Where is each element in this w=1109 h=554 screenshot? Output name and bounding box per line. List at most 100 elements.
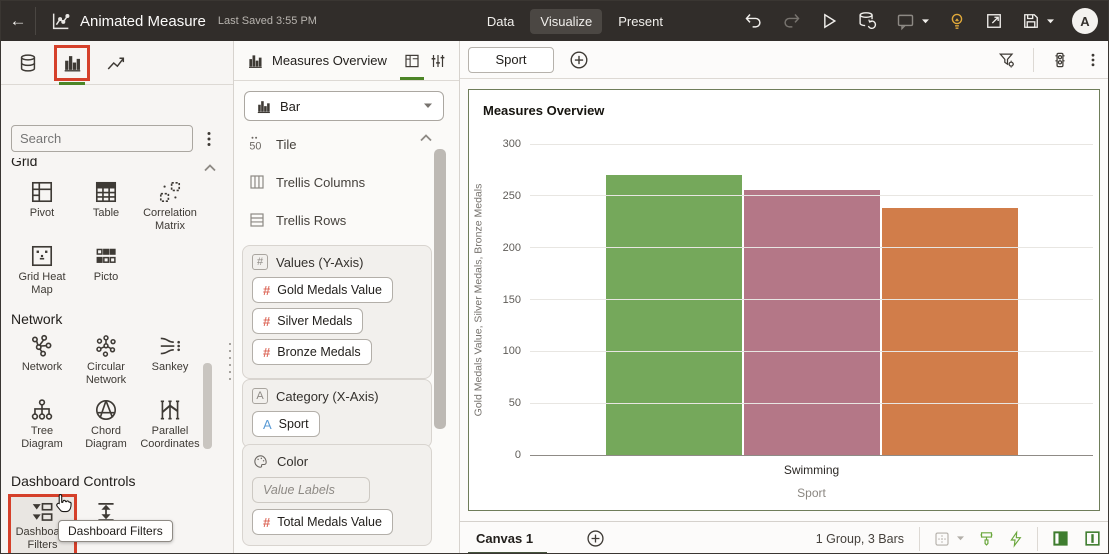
- viz-type-dashboard-filters[interactable]: Dashboard Filters: [8, 494, 77, 553]
- layout-grid-dropdown-icon[interactable]: [933, 530, 965, 548]
- divider: [1037, 526, 1038, 551]
- plot-area: [530, 143, 1093, 456]
- viz-chart-title: Measures Overview: [483, 103, 605, 118]
- bar-bronze-medals[interactable]: [881, 208, 1018, 455]
- svg-text:50: 50: [249, 140, 261, 152]
- y-tick-label: 100: [502, 345, 521, 358]
- viz-type-network[interactable]: Network: [9, 333, 75, 374]
- tab-present[interactable]: Present: [618, 13, 663, 29]
- pill-bronze-medals[interactable]: # Bronze Medals: [252, 339, 372, 365]
- panel-resize-handle[interactable]: [229, 343, 231, 380]
- divider: [919, 526, 920, 551]
- viz-type-table[interactable]: Table: [73, 179, 139, 220]
- top-bar: ← Animated Measure Last Saved 3:55 PM Da…: [1, 1, 1108, 41]
- viz-type-value: Bar: [280, 98, 301, 114]
- scroll-up-chevron-icon[interactable]: [203, 163, 217, 173]
- style-brush-icon[interactable]: [978, 530, 995, 547]
- tab-data[interactable]: Data: [486, 13, 515, 29]
- canvas-menu-icon[interactable]: [1086, 51, 1100, 69]
- bar-viz-icon: [249, 54, 262, 68]
- properties-tab[interactable]: [425, 48, 451, 74]
- pill-silver-medals[interactable]: # Silver Medals: [252, 308, 364, 334]
- color-drop-target[interactable]: Value Labels: [252, 477, 370, 503]
- y-tick-label: 250: [502, 189, 521, 202]
- measures-overview-visualization[interactable]: Measures Overview Gold Medals Value, Sil…: [468, 89, 1100, 511]
- back-icon[interactable]: ←: [9, 11, 27, 30]
- y-tick-label: 50: [508, 397, 521, 410]
- viz-type-option-trellis-columns[interactable]: Trellis Columns: [248, 173, 365, 191]
- visualizations-panel-tab[interactable]: [54, 44, 90, 85]
- dashboard-filters-tooltip: Dashboard Filters: [58, 520, 173, 542]
- number-icon: #: [263, 282, 271, 298]
- y-tick-label: 300: [502, 138, 521, 150]
- viz-type-select[interactable]: Bar: [244, 91, 444, 121]
- x-axis-title: Sport: [797, 486, 826, 500]
- preview-play-icon[interactable]: [819, 11, 839, 31]
- comments-icon[interactable]: [895, 11, 930, 32]
- viz-settings-icon[interactable]: [1050, 50, 1070, 70]
- left-panel-scrollbar[interactable]: [203, 363, 212, 449]
- viz-type-tree-diagram[interactable]: Tree Diagram: [9, 397, 75, 451]
- grammar-tab[interactable]: [399, 48, 425, 80]
- grammar-panel: Measures Overview Bar: [234, 41, 460, 553]
- viz-type-picto[interactable]: Picto: [73, 243, 139, 284]
- avatar[interactable]: A: [1072, 8, 1098, 34]
- grammar-scrollbar[interactable]: [434, 149, 446, 429]
- filter-settings-icon[interactable]: [997, 50, 1017, 70]
- x-category-label: Swimming: [783, 463, 840, 477]
- search-input[interactable]: [11, 125, 193, 152]
- values-section-title: Values (Y-Axis): [276, 254, 364, 270]
- canvas-area: Sport: [460, 41, 1108, 553]
- viz-type-correlation-matrix[interactable]: Correlation Matrix: [137, 179, 203, 233]
- open-in-new-window-icon[interactable]: [984, 11, 1004, 31]
- filter-bar: Sport: [460, 41, 1108, 79]
- list-scroll-up-chevron-icon[interactable]: [419, 133, 433, 143]
- add-filter-icon[interactable]: [568, 49, 590, 71]
- y-tick-label: 150: [502, 293, 521, 306]
- divider: [35, 7, 36, 35]
- viz-type-option-trellis-rows[interactable]: Trellis Rows: [248, 211, 346, 229]
- grammar-panel-header: Measures Overview: [234, 41, 459, 81]
- y-tick-label: 200: [502, 241, 521, 254]
- analytics-panel-tab[interactable]: [101, 48, 131, 78]
- pill-sport[interactable]: A Sport: [252, 411, 320, 437]
- status-text: 1 Group, 3 Bars: [815, 531, 904, 546]
- pill-gold-medals-value[interactable]: # Gold Medals Value: [252, 277, 393, 303]
- tile-icon: 50: [249, 136, 261, 152]
- dashboard-filters-label: Dashboard Filters: [15, 526, 70, 551]
- canvas-tab-1[interactable]: Canvas 1: [468, 522, 551, 553]
- viz-type-parallel-coordinates[interactable]: Parallel Coordinates: [137, 397, 203, 451]
- last-saved-text: Last Saved 3:55 PM: [217, 15, 317, 27]
- bars-group: [530, 144, 1093, 455]
- gridline: [530, 247, 1093, 249]
- viz-type-circular-network[interactable]: Circular Network: [73, 333, 139, 387]
- data-panel-tab[interactable]: [13, 48, 43, 78]
- viz-type-sankey[interactable]: Sankey: [137, 333, 203, 374]
- filter-chip-sport[interactable]: Sport: [468, 46, 554, 73]
- redo-icon[interactable]: [781, 11, 802, 32]
- panel-menu-icon[interactable]: [201, 130, 217, 148]
- visualizations-panel: Grid Pivot Table Correlation Matrix: [1, 41, 234, 553]
- add-canvas-icon[interactable]: [585, 528, 606, 549]
- viz-type-option-tile[interactable]: 50 Tile: [249, 136, 297, 153]
- search-row: [1, 125, 233, 152]
- canvas-layout-outline-icon[interactable]: [1083, 529, 1102, 548]
- divider: [1033, 47, 1034, 72]
- auto-apply-icon[interactable]: [1008, 529, 1024, 548]
- y-axis-ticks: 0 50 100 150 200 250 300: [483, 138, 525, 461]
- undo-icon[interactable]: [743, 11, 764, 32]
- bar-silver-medals[interactable]: [743, 189, 880, 455]
- section-dashboard-controls-title: Dashboard Controls: [11, 473, 136, 489]
- tab-visualize[interactable]: Visualize: [530, 8, 603, 34]
- pill-total-medals-value[interactable]: # Total Medals Value: [252, 509, 393, 535]
- viz-type-pivot[interactable]: Pivot: [9, 179, 75, 220]
- trellis-rows-icon: [250, 213, 264, 227]
- save-icon[interactable]: [1021, 11, 1055, 31]
- refresh-data-icon[interactable]: [856, 10, 878, 32]
- viz-type-chord-diagram[interactable]: Chord Diagram: [73, 397, 139, 451]
- canvas-layout-filled-icon[interactable]: [1051, 529, 1070, 548]
- insights-lightbulb-icon[interactable]: [947, 11, 967, 32]
- viz-type-grid-heat-map[interactable]: Grid Heat Map: [9, 243, 75, 297]
- bar-gold-medals-value[interactable]: [605, 175, 742, 455]
- gridline: [530, 402, 1093, 404]
